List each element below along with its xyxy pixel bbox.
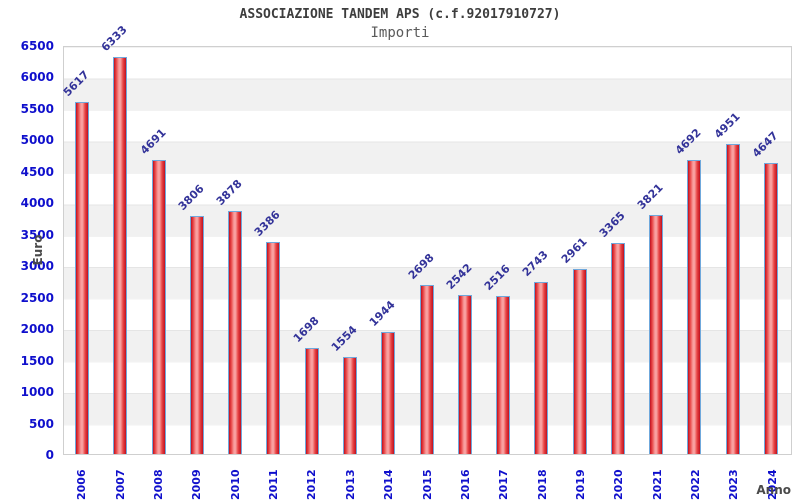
bar-value-label: 1554	[328, 322, 360, 354]
x-tick-label-2022: 2022	[689, 469, 703, 500]
bar-value-label: 3878	[213, 177, 245, 209]
x-tick-label-2009: 2009	[190, 469, 204, 500]
x-tick-label-2023: 2023	[727, 469, 741, 500]
bar-value-label: 4692	[673, 126, 704, 158]
bar-2017	[496, 296, 511, 454]
y-axis-title: Euro	[31, 234, 45, 266]
bar-value-label: 2743	[520, 248, 551, 280]
y-tick-label: 6500	[20, 39, 54, 53]
bar-2008	[151, 160, 166, 454]
bar-value-label: 1698	[290, 313, 322, 345]
bar-2014	[381, 332, 396, 454]
x-axis-title: Anno	[756, 483, 791, 497]
x-tick-label-2006: 2006	[75, 469, 89, 500]
x-tick-label-2020: 2020	[612, 469, 626, 500]
x-tick-label-2011: 2011	[267, 469, 281, 500]
bar-value-label: 4647	[749, 129, 781, 161]
bar-2013	[342, 356, 357, 454]
y-tick-label: 3500	[20, 227, 54, 242]
bar-value-label: 4951	[711, 110, 743, 141]
bar-2007	[113, 57, 128, 454]
bar-2018	[534, 282, 549, 454]
bar-2016	[457, 294, 472, 454]
bar-2022	[687, 160, 702, 454]
bar-value-label: 1944	[367, 298, 398, 330]
bar-value-label: 2542	[443, 260, 475, 292]
y-tick-label: 6000	[20, 70, 54, 85]
chart-title: ASSOCIAZIONE TANDEM APS (c.f.92017910727…	[239, 7, 561, 22]
x-tick-label-2012: 2012	[305, 469, 319, 500]
y-tick-label: 0	[45, 448, 54, 462]
x-tick-label-2014: 2014	[382, 469, 396, 500]
bar-value-label: 3821	[634, 180, 666, 212]
x-tick-label-2017: 2017	[497, 469, 511, 500]
y-tick-label: 3000	[20, 259, 54, 274]
bar-2015	[419, 285, 434, 454]
y-tick-label: 500	[28, 416, 54, 431]
x-tick-label-2010: 2010	[228, 469, 242, 500]
y-tick-label: 1500	[20, 353, 54, 368]
bar-2011	[266, 241, 281, 454]
bar-2006	[75, 102, 90, 454]
bar-value-label: 2961	[558, 234, 590, 266]
y-tick-label: 5500	[20, 101, 54, 116]
bar-value-label: 5617	[60, 68, 92, 100]
chart-subtitle: Importi	[370, 25, 430, 41]
bar-2020	[610, 243, 625, 454]
y-tick-label: 4000	[20, 196, 54, 211]
x-tick-label-2018: 2018	[535, 469, 549, 500]
x-tick-label-2019: 2019	[573, 469, 587, 500]
bar-value-label: 3806	[175, 181, 207, 213]
y-tick-label: 4500	[20, 164, 54, 179]
y-tick-label: 2000	[20, 322, 54, 337]
bar-2024	[763, 163, 778, 454]
y-axis: 0 500 1000 1500 2000 2500 3000 3500 4000 4500 5000…	[0, 39, 58, 462]
bar-2023	[725, 144, 740, 454]
x-axis: 2006 2007 2008 2009 2010 2011 2012 2013 2014 2015…	[63, 458, 792, 500]
x-tick-label-2021: 2021	[650, 469, 664, 500]
x-tick-label-2007: 2007	[113, 469, 127, 500]
bar-2019	[572, 268, 587, 454]
y-tick-label: 1000	[20, 385, 54, 400]
x-tick-label-2016: 2016	[458, 469, 472, 500]
x-tick-label-2013: 2013	[343, 469, 357, 500]
bar-2010	[228, 211, 243, 454]
y-tick-label: 5000	[20, 133, 54, 148]
y-tick-label: 2500	[20, 290, 54, 305]
bar-value-label: 2698	[405, 251, 437, 283]
x-tick-label-2008: 2008	[151, 469, 165, 500]
bar-2012	[304, 347, 319, 454]
bar-2009	[189, 215, 204, 454]
bar-value-label: 3365	[596, 209, 628, 241]
bar-value-label: 4691	[137, 126, 169, 158]
x-tick-label-2015: 2015	[420, 469, 434, 500]
bar-value-label: 3386	[252, 208, 284, 239]
bar-2021	[649, 214, 664, 454]
bar-value-label: 2516	[481, 262, 513, 294]
plot-area: 5617 6333 4691 3806 3878 3386 1698 1554 1944 2698…	[60, 24, 792, 455]
